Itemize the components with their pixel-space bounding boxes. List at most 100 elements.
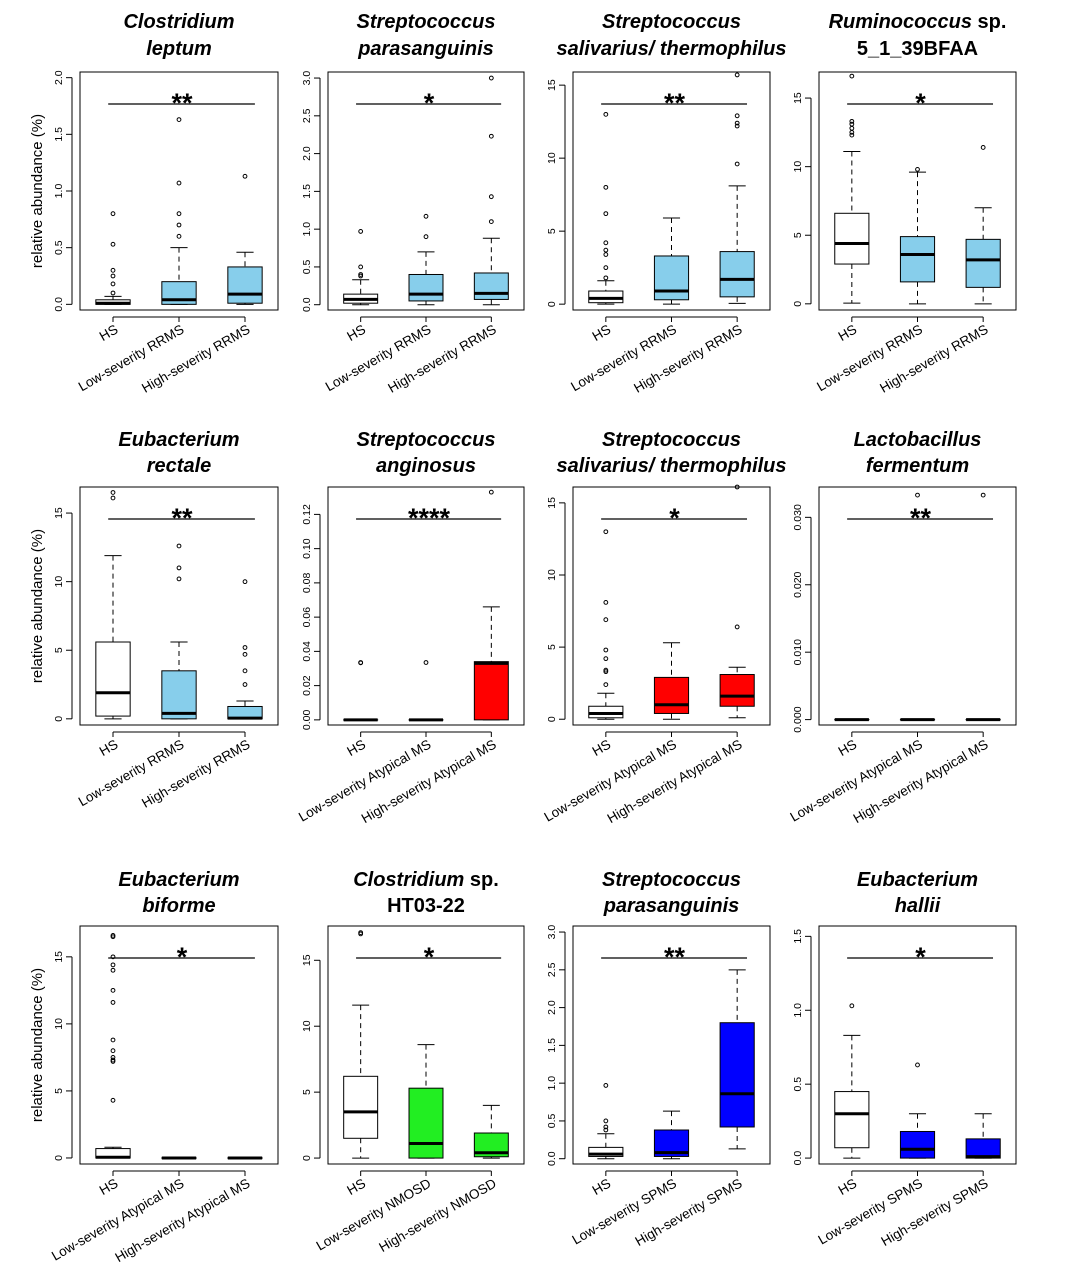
y-tick-label: 15	[53, 951, 65, 963]
y-tick-label: 0.5	[53, 240, 65, 255]
y-tick-label: 15	[792, 92, 804, 104]
outlier-point	[110, 1059, 116, 1064]
outlier-point	[176, 211, 182, 217]
y-tick-label: 0.0	[792, 1151, 804, 1166]
panel-title: Clostridium leptum	[123, 11, 234, 60]
x-tick-label: Low-severity SPMS	[569, 1176, 679, 1248]
panel-title: Eubacterium hallii	[857, 869, 978, 917]
y-tick-label: 15	[301, 954, 313, 966]
panel-title: Eubacterium rectale	[118, 429, 239, 477]
y-tick-label: 15	[53, 507, 65, 519]
y-tick-label: 2.0	[301, 146, 313, 161]
title-part: fermentum	[866, 455, 969, 477]
panel-11: Streptococcus parasanguinis 0.0 0.5 1.0 1.5 2.…	[546, 869, 771, 1249]
x-tick-label: Low-severity RRMS	[568, 322, 679, 395]
title-part: leptum	[146, 38, 212, 60]
iqr-box	[473, 1132, 509, 1158]
iqr-box	[719, 674, 755, 707]
y-tick-label: 15	[546, 79, 558, 91]
outlier-point	[176, 222, 182, 228]
panel-title: Streptococcus parasanguinis	[602, 869, 741, 917]
box-0	[95, 211, 131, 305]
panel-title: Streptococcus salivarius/ thermophilus	[556, 429, 786, 477]
x-tick-label: High-severity RRMS	[139, 322, 252, 396]
iqr-box	[408, 1087, 444, 1159]
box-2	[965, 492, 1001, 722]
title-part: Streptococcus	[357, 429, 496, 451]
y-tick-label: 1.0	[301, 222, 313, 237]
box-1	[653, 642, 690, 720]
outlier-point	[980, 492, 986, 498]
title-part: salivarius/ thermophilus	[556, 455, 786, 477]
outlier-point	[358, 660, 364, 666]
outlier-point	[358, 264, 364, 270]
box-0	[95, 932, 131, 1159]
y-tick-label: 1.0	[546, 1076, 558, 1091]
panel-9: Eubacterium biforme 0 5 10 15 relative abundan…	[29, 869, 279, 1265]
panel-12: Eubacterium hallii 0.0 0.5 1.0 1.5 HSLow-sever…	[792, 869, 1017, 1249]
outlier-point	[110, 1048, 116, 1054]
title-part: parasanguinis	[357, 38, 494, 60]
outlier-point	[603, 275, 609, 281]
box-1	[899, 492, 936, 722]
outlier-point	[488, 194, 494, 200]
box-1	[161, 117, 197, 305]
iqr-box	[343, 1075, 379, 1139]
outlier-point	[734, 72, 740, 78]
y-tick-label: 10	[546, 569, 558, 581]
y-tick-label: 0.06	[301, 607, 313, 628]
panel-title: Ruminococcus sp. 5_1_39BFAA	[829, 11, 1007, 60]
outlier-point	[488, 219, 494, 225]
plot-frame	[79, 486, 279, 726]
outlier-point	[176, 543, 182, 549]
y-tick-label: 10	[792, 161, 804, 173]
outlier-point	[423, 213, 429, 219]
outlier-point	[603, 1083, 609, 1088]
outlier-point	[110, 987, 116, 993]
y-tick-label: 0.00	[301, 709, 313, 730]
iqr-box	[95, 641, 131, 717]
panel-title: Lactobacillus fermentum	[854, 429, 982, 477]
panel-4: Ruminococcus sp. 5_1_39BFAA 0 5 10 15 HSLow-se…	[792, 11, 1017, 396]
box-2	[473, 489, 509, 721]
outlier-point	[423, 234, 429, 240]
outlier-point	[358, 931, 364, 937]
title-part: 5_1_39BFAA	[857, 38, 978, 60]
plot-frame	[79, 71, 279, 311]
outlier-point	[358, 273, 364, 279]
panel-7: Streptococcus salivarius/ thermophilus 0 5 1…	[542, 429, 787, 826]
outlier-point	[603, 265, 609, 271]
outlier-point	[110, 1000, 116, 1005]
outlier-point	[603, 647, 609, 653]
outlier-point	[734, 113, 740, 119]
outlier-point	[734, 161, 740, 167]
iqr-box	[653, 676, 690, 714]
title-part: anginosus	[376, 455, 476, 477]
outlier-point	[603, 669, 609, 675]
title-part: HT03-22	[387, 895, 465, 917]
significance-stars: ****	[408, 503, 451, 533]
y-tick-label: 2.0	[53, 70, 65, 85]
outlier-point	[110, 954, 116, 960]
significance-stars: *	[424, 942, 435, 972]
outlier-point	[849, 125, 855, 131]
title-part: sp.	[972, 11, 1006, 33]
y-tick-label: 5	[546, 228, 558, 234]
y-tick-label: 5	[792, 232, 804, 238]
iqr-box	[473, 272, 509, 300]
box-0	[834, 1003, 870, 1159]
x-tick-label: High-severity RRMS	[385, 322, 498, 396]
y-tick-label: 0.030	[792, 504, 804, 530]
x-tick-label: HS	[97, 737, 121, 759]
outlier-point	[242, 645, 248, 650]
x-tick-label: HS	[836, 737, 860, 759]
outlier-point	[603, 252, 609, 257]
outlier-point	[915, 1062, 920, 1068]
title-part: Eubacterium	[857, 869, 978, 891]
outlier-point	[488, 75, 494, 81]
title-part: Streptococcus	[602, 869, 741, 891]
panel-10: Clostridium sp. HT03-22 0 5 10 15 HSLow-severi…	[301, 869, 525, 1255]
iqr-box	[899, 1130, 936, 1159]
